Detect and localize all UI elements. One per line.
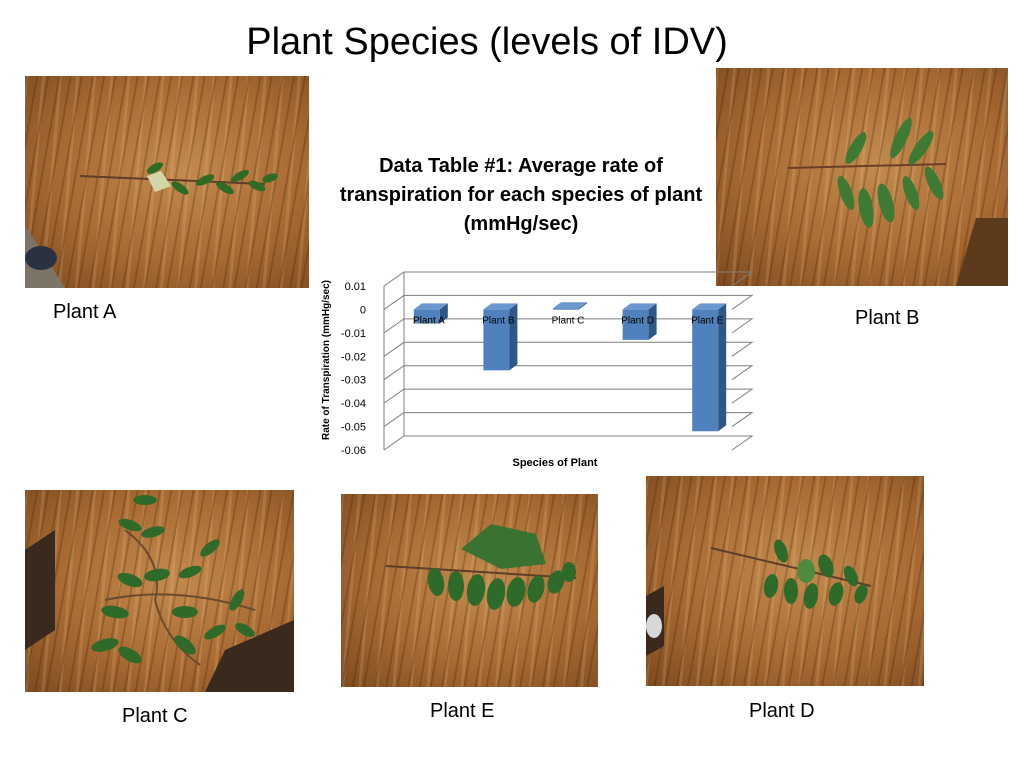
- bar-top: [413, 303, 448, 310]
- plant-a-photo: [25, 76, 309, 288]
- bar-side: [579, 302, 587, 310]
- x-tick-label: Plant B: [482, 315, 515, 326]
- y-tick-label: 0: [360, 304, 366, 316]
- plant-a-label: Plant A: [53, 301, 117, 323]
- y-tick-label: -0.02: [341, 351, 366, 363]
- plant-e-label: Plant E: [430, 700, 495, 722]
- bar-side: [439, 303, 448, 324]
- grid-line: [383, 318, 754, 334]
- plant-d-sprig-icon: [646, 539, 872, 656]
- plant-c-label: Plant C: [122, 705, 188, 727]
- plant-c-photo: [25, 490, 294, 692]
- bar-front: [692, 309, 719, 432]
- bar-side: [509, 303, 518, 371]
- plant-c-sprig-icon: [25, 495, 294, 692]
- bar: [622, 303, 657, 340]
- grid-line: [383, 271, 754, 287]
- y-tick-label: -0.06: [341, 445, 366, 457]
- plant-e-photo: [341, 494, 598, 687]
- bar-front: [413, 309, 440, 324]
- bar-top: [692, 303, 727, 310]
- y-axis-label: Rate of Transpiration (mmHg/sec): [321, 280, 332, 440]
- y-tick-label: -0.05: [341, 422, 366, 434]
- x-tick-label: Plant D: [621, 315, 654, 326]
- bar-front: [483, 309, 510, 371]
- slide-title: Plant Species (levels of IDV): [246, 21, 728, 63]
- bar: [413, 303, 448, 324]
- y-tick-label: 0.01: [345, 281, 366, 293]
- plant-b-label: Plant B: [855, 307, 920, 329]
- bar-side: [718, 303, 727, 432]
- bar-top: [483, 303, 518, 310]
- grid-line: [383, 341, 754, 357]
- bar: [483, 303, 518, 371]
- bar: [553, 302, 587, 310]
- y-tick-label: -0.01: [341, 328, 366, 340]
- bar-front: [622, 309, 649, 340]
- x-axis-label: Species of Plant: [513, 457, 598, 469]
- grid-line: [383, 294, 754, 310]
- y-tick-label: -0.03: [341, 375, 366, 387]
- bar-top: [622, 303, 657, 310]
- plant-a-sprig-icon: [25, 162, 278, 288]
- grid-line: [383, 365, 754, 381]
- plant-d-label: Plant D: [749, 700, 815, 722]
- x-tick-label: Plant E: [691, 315, 724, 326]
- x-tick-label: Plant C: [552, 315, 585, 326]
- bar-top: [553, 302, 587, 309]
- plant-d-photo: [646, 476, 924, 686]
- x-tick-label: Plant A: [413, 315, 445, 326]
- plant-b-sprig-icon: [787, 117, 1008, 286]
- bar-front: [553, 308, 579, 310]
- transpiration-bar-chart: 0.01 0 -0.01 -0.02 -0.03 -0.04 -0.05 -0.06 Plan…: [321, 271, 754, 469]
- grid-line: [383, 388, 754, 404]
- bar: [692, 303, 727, 432]
- y-tick-label: -0.04: [341, 398, 366, 410]
- grid-line: [383, 435, 754, 451]
- bar-side: [648, 303, 657, 340]
- plant-e-sprig-icon: [385, 524, 577, 610]
- grid-line: [383, 412, 754, 427]
- plant-b-photo: [716, 68, 1008, 286]
- chart-title: Data Table #1: Average rate of transpira…: [339, 155, 703, 235]
